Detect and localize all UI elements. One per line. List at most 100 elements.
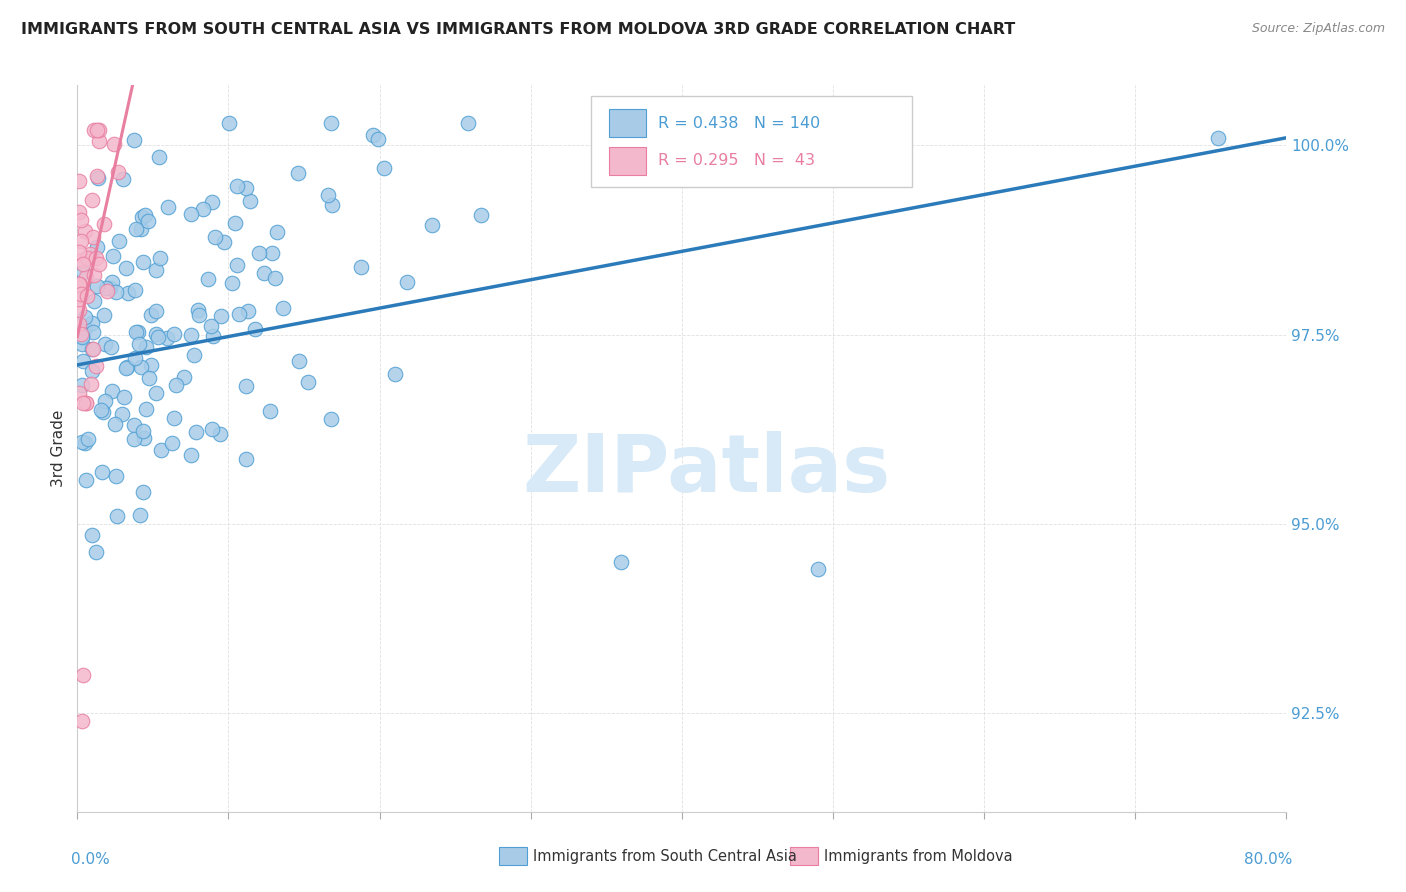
Point bbox=[156, 200, 179, 214]
Point bbox=[89, 123, 111, 137]
Point bbox=[807, 562, 830, 576]
Point bbox=[72, 354, 94, 368]
Point bbox=[235, 451, 257, 466]
Point bbox=[112, 171, 135, 186]
Point bbox=[70, 378, 93, 392]
Point bbox=[72, 265, 94, 279]
Point bbox=[69, 277, 91, 292]
FancyBboxPatch shape bbox=[609, 110, 645, 136]
Point bbox=[73, 310, 96, 325]
Point bbox=[67, 292, 90, 306]
Point bbox=[156, 330, 179, 344]
Point bbox=[82, 230, 104, 244]
Point bbox=[112, 390, 135, 404]
Point bbox=[253, 266, 276, 280]
Point bbox=[105, 509, 128, 524]
Point bbox=[127, 325, 149, 339]
Point bbox=[115, 359, 138, 374]
Point bbox=[90, 465, 112, 479]
Point bbox=[180, 448, 202, 462]
Point bbox=[201, 422, 224, 436]
Point bbox=[162, 435, 184, 450]
Point bbox=[124, 351, 146, 365]
Point bbox=[186, 425, 208, 439]
Text: Source: ZipAtlas.com: Source: ZipAtlas.com bbox=[1251, 22, 1385, 36]
Text: IMMIGRANTS FROM SOUTH CENTRAL ASIA VS IMMIGRANTS FROM MOLDOVA 3RD GRADE CORRELAT: IMMIGRANTS FROM SOUTH CENTRAL ASIA VS IM… bbox=[21, 22, 1015, 37]
Point bbox=[262, 245, 284, 260]
Point bbox=[67, 244, 90, 259]
Point bbox=[187, 303, 209, 318]
Point bbox=[319, 411, 342, 425]
Point bbox=[117, 286, 139, 301]
Point bbox=[235, 379, 257, 393]
Point bbox=[228, 308, 250, 322]
Point bbox=[104, 417, 127, 431]
Point bbox=[146, 329, 169, 343]
Point bbox=[125, 325, 148, 339]
Point bbox=[67, 277, 90, 292]
Point bbox=[145, 385, 167, 400]
Point bbox=[150, 442, 173, 457]
Text: ZIPatlas: ZIPatlas bbox=[522, 431, 890, 509]
Point bbox=[209, 309, 232, 323]
Point bbox=[134, 208, 156, 222]
FancyBboxPatch shape bbox=[609, 147, 645, 175]
Point bbox=[103, 136, 125, 151]
Point bbox=[72, 668, 94, 682]
Point bbox=[69, 286, 91, 301]
Point bbox=[67, 204, 90, 219]
Point bbox=[82, 316, 104, 330]
Point bbox=[83, 123, 105, 137]
Point bbox=[111, 408, 134, 422]
Point bbox=[107, 165, 129, 179]
Point bbox=[316, 188, 339, 202]
Point bbox=[135, 340, 157, 354]
Point bbox=[132, 255, 155, 269]
Point bbox=[86, 279, 108, 293]
Point bbox=[180, 207, 202, 221]
Point bbox=[321, 198, 343, 212]
Point bbox=[72, 253, 94, 268]
Text: Immigrants from Moldova: Immigrants from Moldova bbox=[824, 849, 1012, 863]
Point bbox=[122, 432, 145, 446]
Point bbox=[108, 235, 131, 249]
Point bbox=[83, 294, 105, 309]
Point bbox=[420, 218, 443, 232]
Point bbox=[94, 336, 117, 351]
Point bbox=[297, 375, 319, 389]
Point bbox=[80, 364, 103, 378]
Point bbox=[94, 394, 117, 409]
Point bbox=[80, 377, 103, 392]
Point bbox=[136, 214, 159, 228]
Point bbox=[70, 714, 93, 728]
Point bbox=[70, 328, 93, 343]
Point bbox=[86, 252, 108, 266]
Point bbox=[384, 367, 406, 381]
Point bbox=[87, 257, 110, 271]
Point bbox=[76, 432, 98, 446]
Point bbox=[236, 304, 259, 318]
FancyBboxPatch shape bbox=[592, 95, 911, 186]
Point bbox=[82, 326, 104, 340]
Point bbox=[129, 508, 152, 523]
Point bbox=[82, 343, 104, 357]
Point bbox=[1208, 130, 1230, 145]
Point bbox=[212, 235, 235, 249]
Point bbox=[131, 485, 153, 500]
Point bbox=[271, 301, 294, 315]
Point bbox=[70, 330, 93, 344]
Point bbox=[76, 289, 98, 303]
Point bbox=[243, 322, 266, 336]
Point bbox=[173, 369, 195, 384]
Point bbox=[86, 240, 108, 254]
Point bbox=[100, 340, 122, 354]
Point bbox=[87, 171, 110, 186]
Point bbox=[86, 545, 108, 559]
Point bbox=[239, 194, 262, 208]
Point bbox=[249, 246, 271, 260]
Point bbox=[131, 211, 153, 225]
Point bbox=[183, 348, 205, 362]
Point bbox=[470, 208, 492, 222]
Point bbox=[82, 343, 104, 357]
Point bbox=[224, 216, 246, 230]
